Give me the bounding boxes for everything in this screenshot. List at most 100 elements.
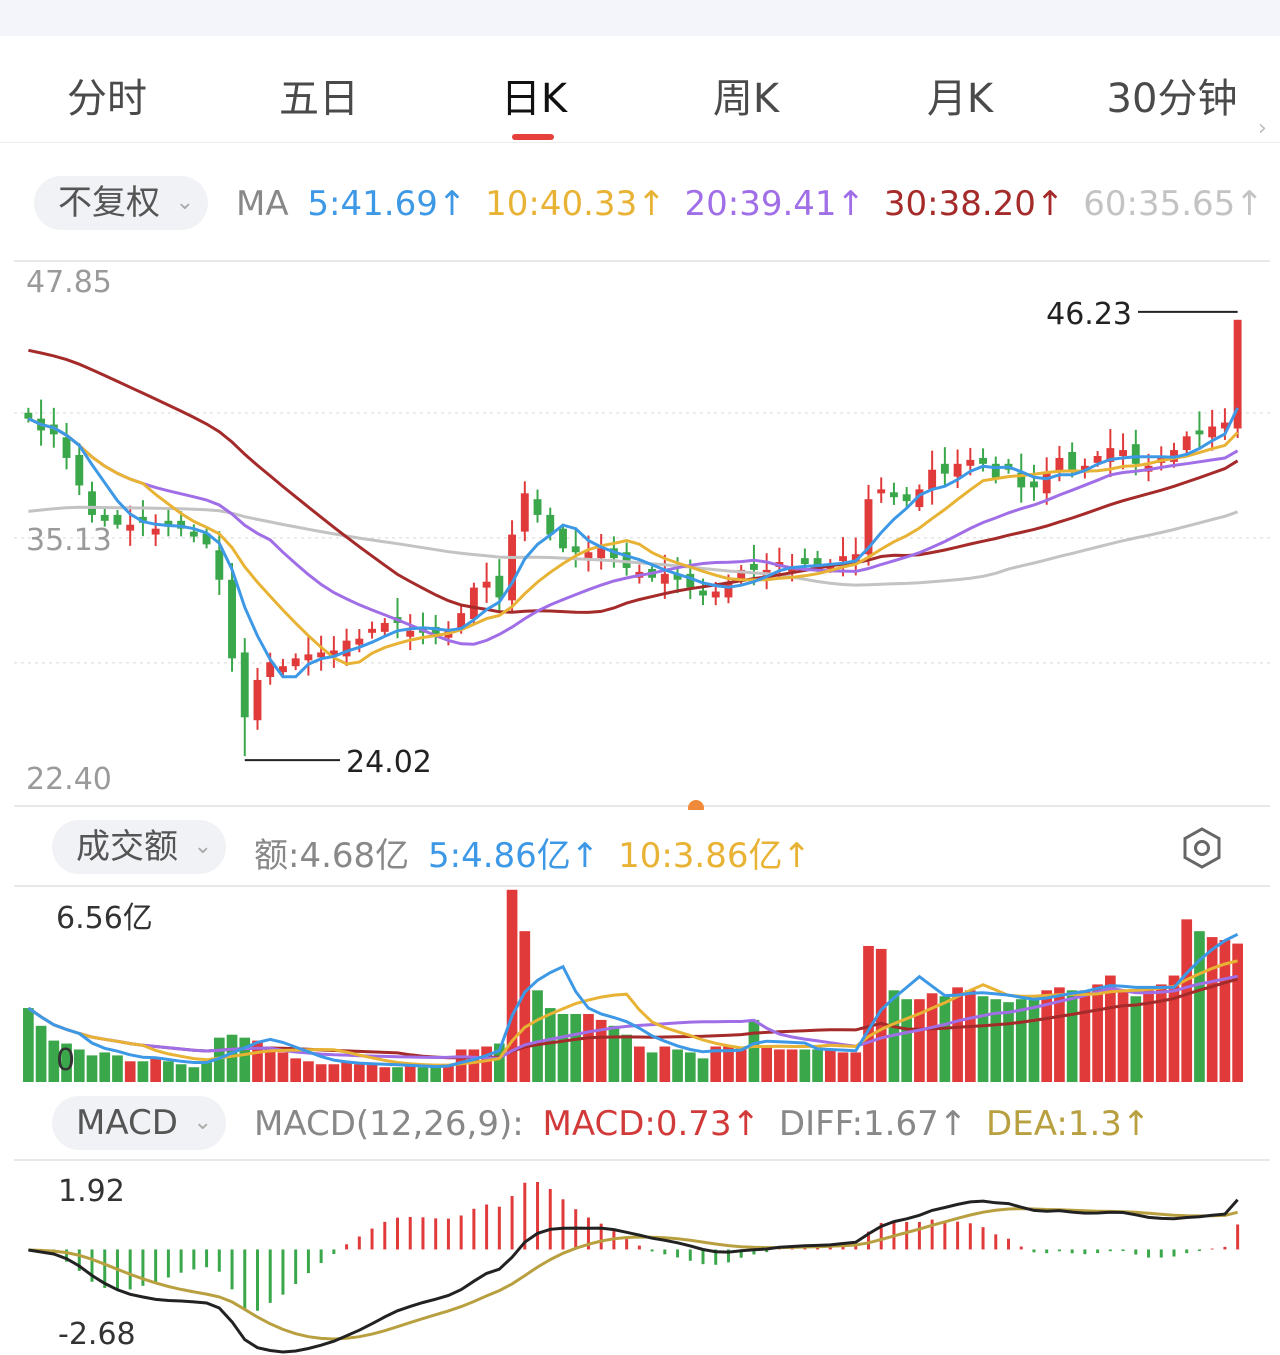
hexagon-gear-icon[interactable] — [1180, 826, 1224, 870]
ma-prefix: MA — [236, 184, 289, 224]
tab-daily-k[interactable]: 日K — [500, 76, 568, 122]
macd-legend: MACD(12,26,9): MACD:0.73↑ DIFF:1.67↑ DEA… — [254, 1104, 1158, 1144]
amount-bar — [939, 996, 951, 1082]
macd-indicator-dropdown[interactable]: MACD ⌄ — [52, 1096, 226, 1150]
amount-bar — [1155, 984, 1167, 1082]
amount-bar — [1054, 987, 1065, 1082]
candle-body — [1093, 455, 1102, 463]
candle-body — [877, 489, 886, 494]
candle-body — [1208, 426, 1217, 438]
amount-bar — [328, 1064, 340, 1082]
candle-body — [864, 499, 873, 555]
active-tab-indicator — [512, 134, 554, 140]
amount-bar — [99, 1052, 111, 1082]
drag-handle-dot — [688, 800, 704, 810]
amount-bar — [239, 1037, 251, 1082]
chevron-down-icon: ⌄ — [193, 834, 212, 859]
amount-bar — [850, 1052, 862, 1082]
amount-bar — [366, 1064, 378, 1082]
candle-body — [686, 573, 695, 588]
ma5-value: 5:41.69↑ — [307, 184, 467, 224]
candle-body — [457, 613, 466, 628]
amount-bar — [672, 1049, 683, 1082]
volume-indicator-dropdown[interactable]: 成交额 ⌄ — [52, 820, 226, 874]
amount-bar — [1104, 975, 1116, 1082]
amount-bar — [824, 1049, 836, 1082]
candle-body — [520, 493, 529, 532]
candle-body — [1220, 422, 1229, 429]
tab-more-chevron-icon[interactable]: › — [1258, 116, 1267, 141]
candle-body — [749, 564, 758, 570]
tab-five-day[interactable]: 五日 — [279, 76, 359, 122]
candle-body — [304, 654, 313, 661]
adjust-mode-dropdown[interactable]: 不复权 ⌄ — [34, 176, 208, 230]
candle-body — [164, 520, 173, 527]
amount-bar — [1130, 996, 1142, 1082]
candle-body — [800, 558, 809, 565]
amount-bar — [1015, 999, 1027, 1082]
candle-body — [940, 463, 949, 474]
amount-bar — [659, 1046, 671, 1082]
diff-line — [28, 1198, 1239, 1354]
amount-bar — [1232, 943, 1243, 1082]
amount-ma5-value: 5:4.86亿↑ — [427, 836, 600, 876]
amount-bar — [1206, 937, 1218, 1082]
candle-body — [584, 552, 593, 559]
amount-bar — [379, 1067, 391, 1082]
amount-bar — [990, 999, 1002, 1082]
amount-bar-chart[interactable]: 6.56亿 0 — [0, 884, 1280, 1084]
amount-bar — [595, 1019, 607, 1082]
candle-body — [126, 524, 135, 531]
candle-body — [571, 546, 580, 553]
amount-bar — [621, 1034, 632, 1082]
candle-body — [890, 492, 898, 498]
amount-bar — [786, 1049, 798, 1082]
amount-bar — [914, 999, 925, 1082]
low-price-label: 24.02 — [346, 745, 432, 780]
amount-ma5-line — [27, 932, 1239, 1069]
amount-bar — [710, 1046, 722, 1082]
amount-bar — [1003, 1002, 1014, 1082]
amount-bar — [175, 1064, 187, 1082]
candle-body — [1195, 430, 1204, 435]
amount-bar — [341, 1061, 352, 1082]
ma30-value: 30:38.20↑ — [883, 184, 1065, 224]
amount-bar — [583, 1013, 594, 1082]
candle-body — [406, 630, 415, 637]
amount-bar — [493, 1043, 505, 1082]
ma60-line — [28, 505, 1239, 587]
adjust-mode-label: 不复权 — [58, 183, 160, 223]
candle-body — [1119, 450, 1128, 456]
candle-body — [151, 528, 160, 535]
candle-body — [1068, 452, 1077, 470]
candle-body — [559, 528, 567, 549]
amount-bar — [1219, 940, 1231, 1082]
diff-value: DIFF:1.67↑ — [778, 1104, 968, 1144]
candlestick-chart[interactable]: 47.85 35.13 22.40 46.23 24.02 — [0, 258, 1280, 810]
high-price-label: 46.23 — [1046, 297, 1132, 332]
amount-bar — [226, 1034, 238, 1082]
amount-bar — [188, 1067, 200, 1082]
macd-chart[interactable]: 1.92 -2.68 — [0, 1158, 1280, 1355]
amount-bar — [48, 1040, 60, 1082]
amount-bar — [1092, 984, 1103, 1082]
amount-bar — [748, 1019, 760, 1082]
candle-body — [724, 581, 733, 598]
amount-bar — [35, 1025, 47, 1082]
candle-body — [622, 552, 631, 568]
candle-body — [711, 591, 720, 598]
candle-body — [1017, 472, 1026, 488]
candle-body — [177, 520, 186, 529]
amount-bar — [837, 1052, 849, 1082]
candle-body — [813, 558, 822, 566]
tab-monthly-k[interactable]: 月K — [926, 76, 994, 122]
tab-weekly-k[interactable]: 周K — [712, 76, 780, 122]
amount-bar — [1117, 990, 1129, 1082]
amount-bar — [774, 1049, 785, 1082]
candle-body — [469, 587, 478, 620]
tab-30-minute[interactable]: 30分钟 — [1106, 76, 1238, 122]
amount-bar — [1181, 919, 1193, 1082]
amount-bar — [761, 1046, 773, 1082]
amount-bar — [277, 1052, 289, 1082]
tab-intraday[interactable]: 分时 — [67, 76, 147, 122]
